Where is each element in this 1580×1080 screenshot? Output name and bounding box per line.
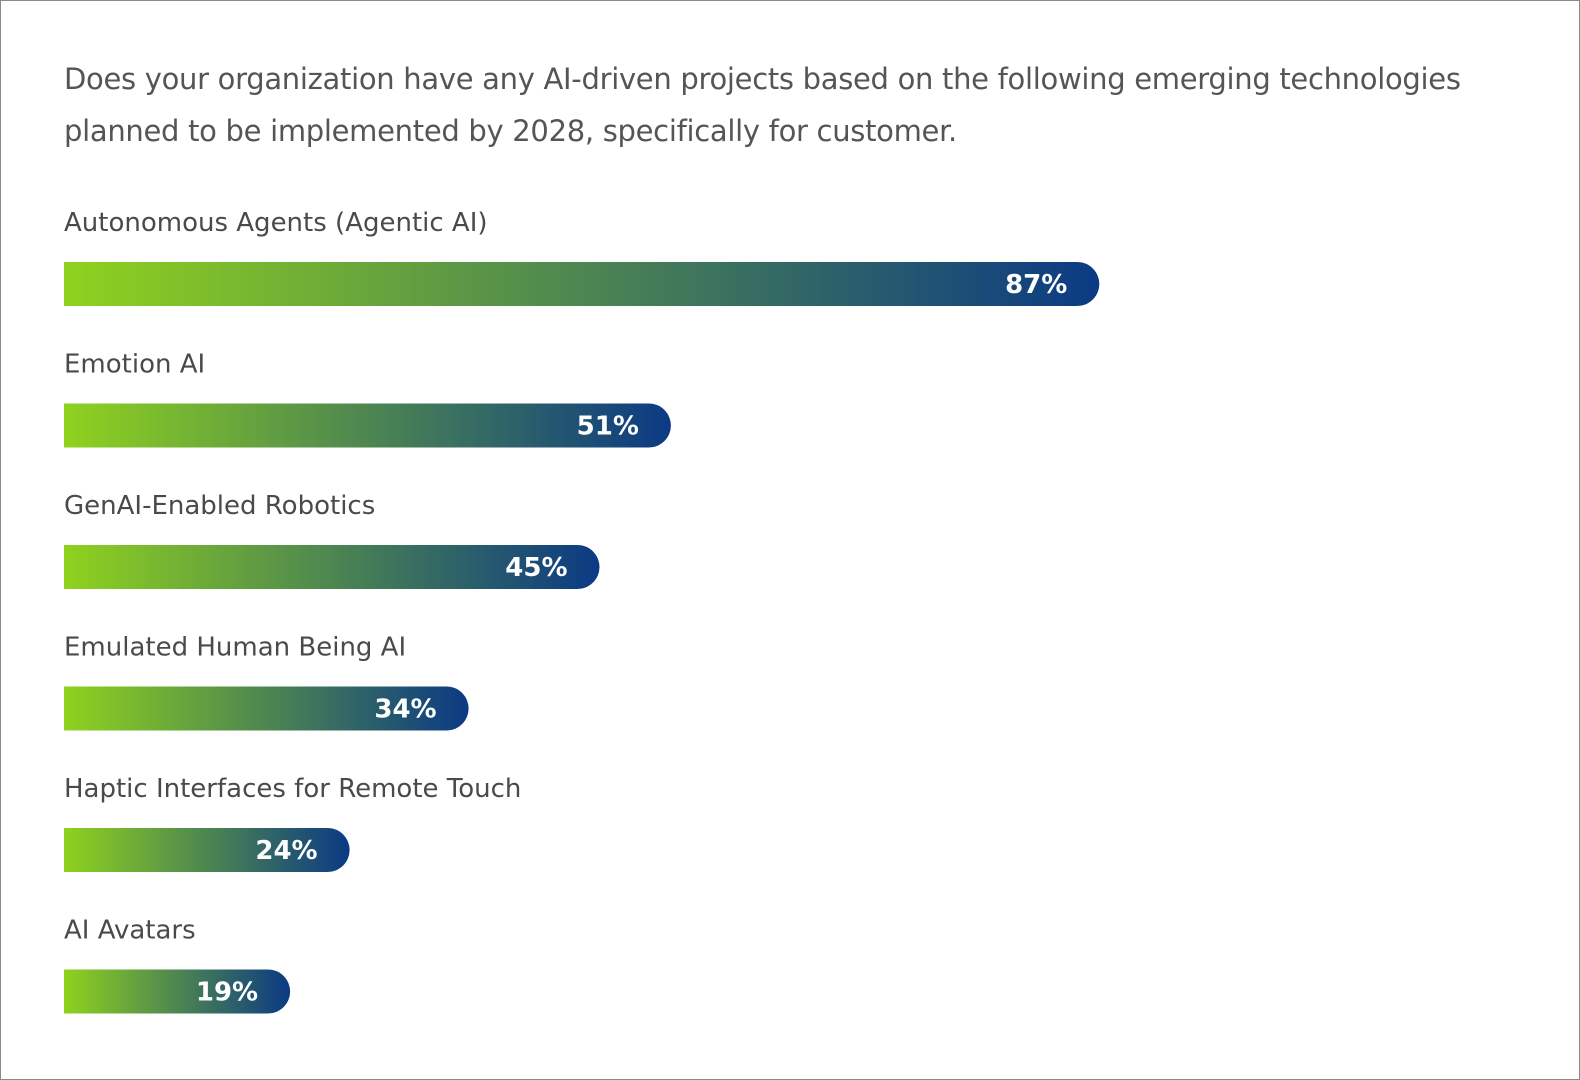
value-label: 24% [255,836,317,866]
bar [64,403,671,448]
bar [64,262,1100,306]
value-label: 34% [374,695,436,725]
value-label: 45% [505,553,567,583]
category-label: Autonomous Agents (Agentic AI) [64,208,488,238]
value-label: 87% [1005,270,1067,300]
value-label: 19% [196,978,258,1008]
chart-title: Does your organization have any AI-drive… [64,62,1461,148]
bar [64,545,600,589]
bar [64,969,291,1014]
bar [64,686,469,731]
bar [64,828,350,872]
category-label: Emulated Human Being AI [64,633,406,663]
category-label: Haptic Interfaces for Remote Touch [64,774,521,804]
category-label: Emotion AI [64,350,205,380]
value-label: 51% [577,412,639,442]
category-label: AI Avatars [64,916,196,946]
category-label: GenAI-Enabled Robotics [64,491,375,521]
